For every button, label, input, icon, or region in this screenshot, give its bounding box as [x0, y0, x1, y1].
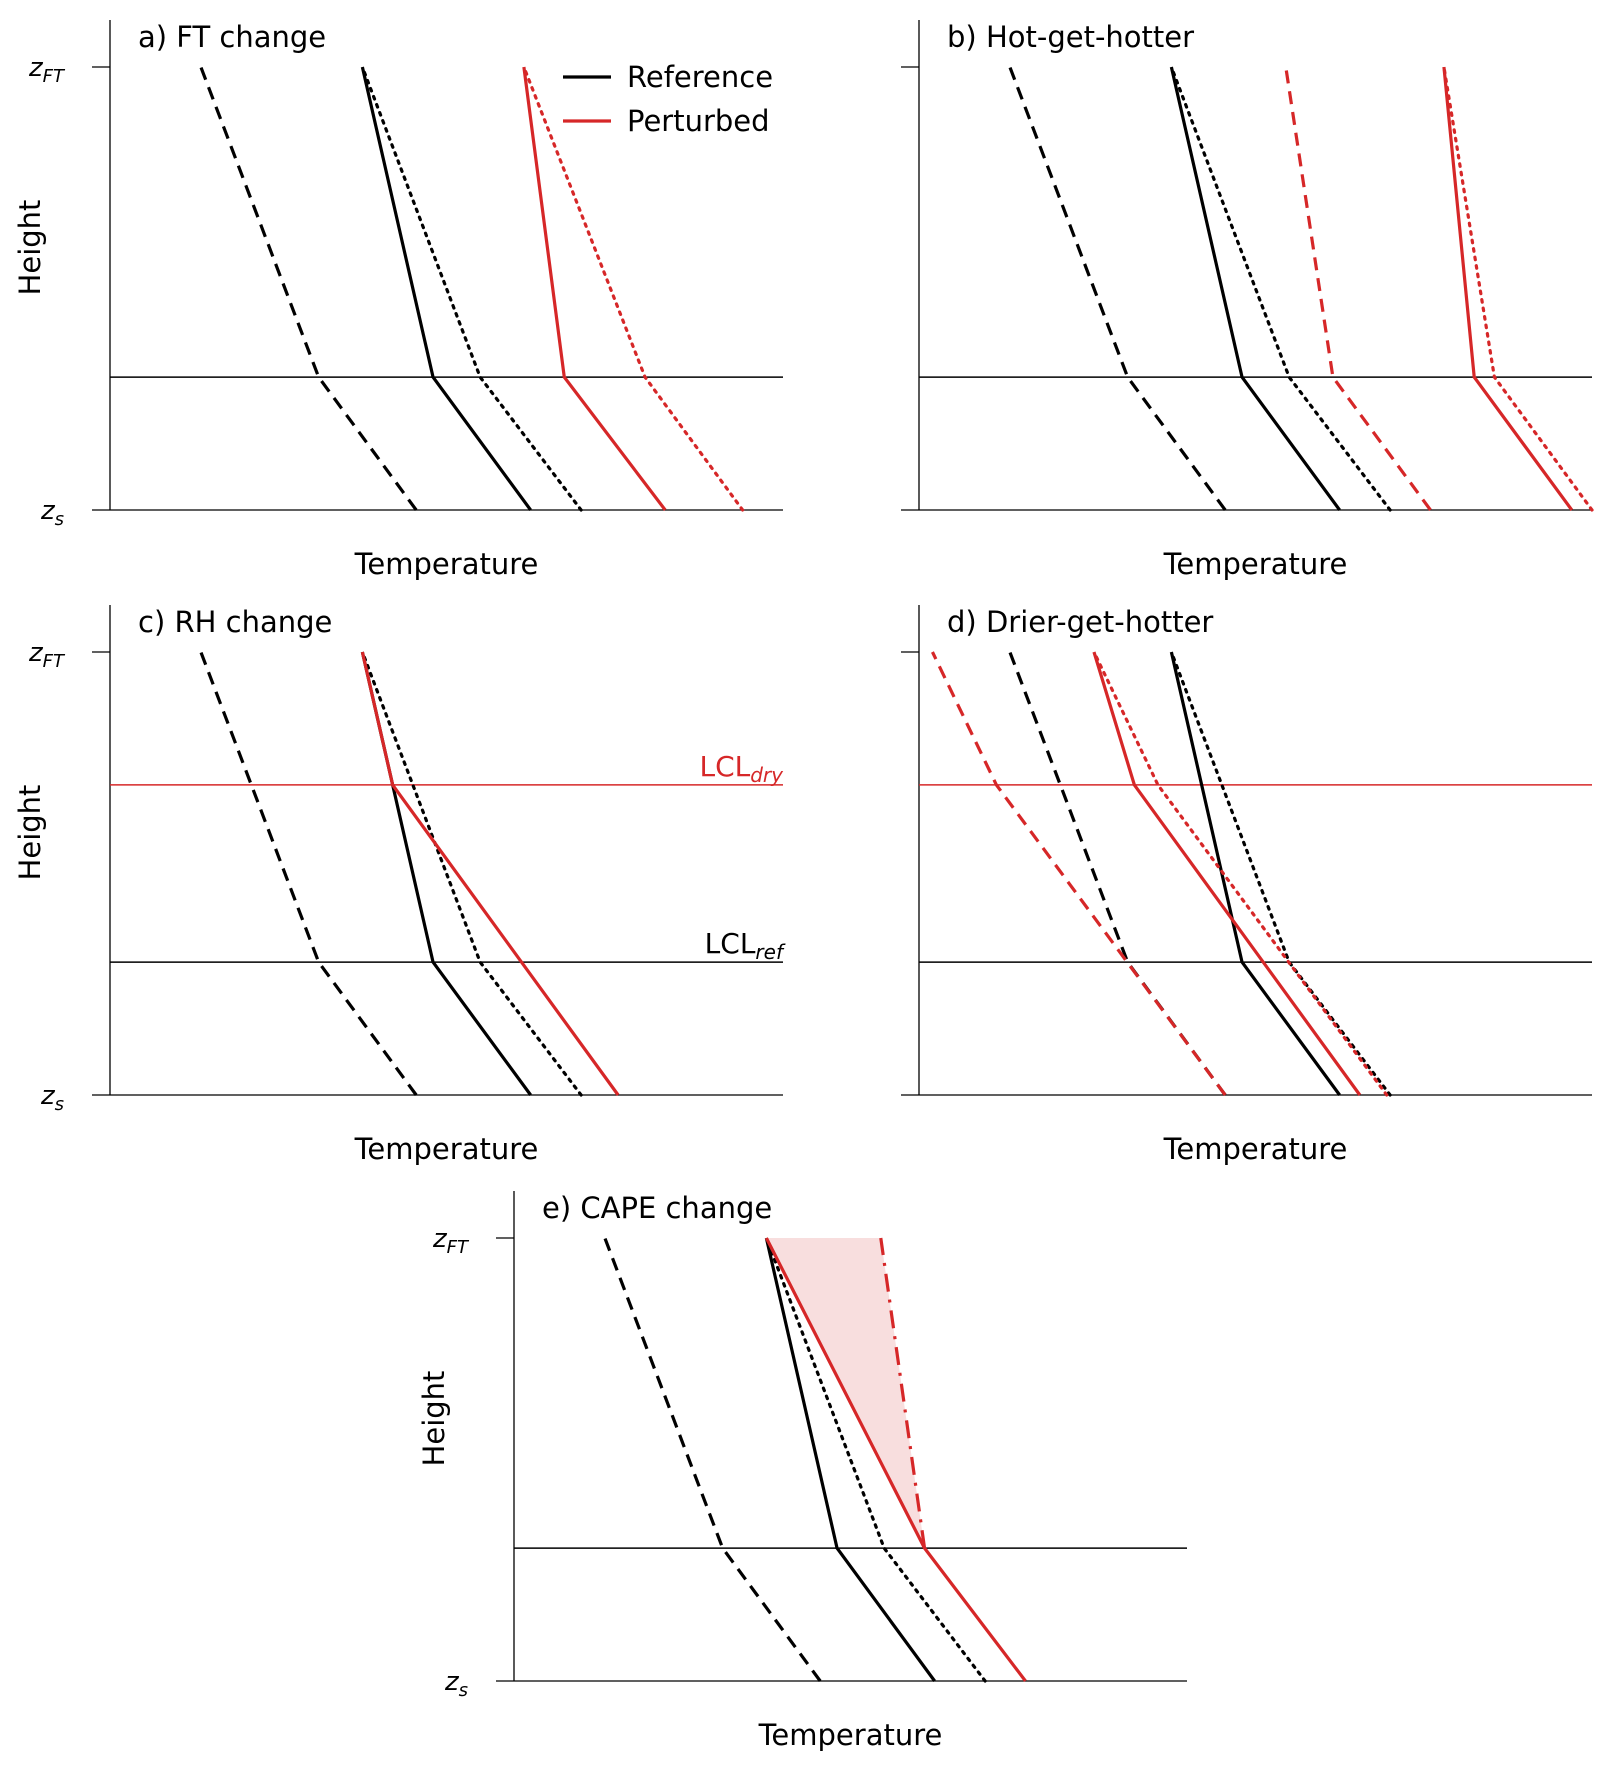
panel-a-title: a) FT change [138, 20, 326, 54]
tick-label-main: z [28, 638, 44, 668]
panel-b-series-perturbed-dotted [1442, 65, 1594, 512]
tick-label-sub: s [55, 509, 64, 530]
tick-label-sub: s [459, 1680, 468, 1701]
panel-a-series-reference-solid [360, 66, 532, 511]
panel-a-series-perturbed-solid [522, 66, 667, 511]
panel-c-lcl-label: LCLdry [699, 750, 784, 787]
panel-d-series-perturbed-dashed [931, 651, 1227, 1096]
panel-d-series-perturbed-solid [1092, 651, 1362, 1096]
lcl-label-main: LCL [699, 750, 750, 783]
panel-b-series-reference-dotted [1169, 65, 1392, 512]
tick-label-main: z [28, 53, 44, 83]
panel-b-title: b) Hot-get-hotter [947, 20, 1194, 54]
tick-label-main: z [432, 1224, 448, 1254]
panel-b-series-reference-solid [1169, 66, 1341, 511]
panel-a-x-label: Temperature [354, 547, 539, 581]
panel-e-series-reference-dotted [764, 1236, 987, 1683]
panel-c-series-reference-dotted [360, 650, 583, 1097]
panel-d-series-reference-solid [1169, 651, 1341, 1096]
tick-label-main: z [444, 1667, 460, 1697]
panel-d: d) Drier-get-hotter Temperature [901, 605, 1592, 1166]
panel-c-y-tick-label: zs [40, 1081, 64, 1115]
tick-label-sub: FT [447, 1237, 470, 1258]
panel-c-series-reference-dashed [199, 651, 418, 1096]
panel-a-legend-label: Reference [627, 60, 773, 94]
lcl-label-main: LCL [705, 927, 756, 960]
panel-e-series-perturbed-dashdot [879, 1237, 927, 1549]
panel-a-series-perturbed-dotted [522, 65, 745, 512]
panel-a-series-reference-dotted [360, 65, 583, 512]
panel-a-series-reference-dashed [199, 66, 418, 511]
panel-c-y-tick-label: zFT [28, 638, 66, 672]
panel-d-series-reference-dashed [1008, 651, 1227, 1096]
panel-c-title: c) RH change [138, 605, 332, 639]
panel-c-lcl-label: LCLref [705, 927, 786, 964]
panel-a-y-tick-label: zs [40, 496, 64, 530]
tick-label-main: z [40, 496, 56, 526]
panel-d-series-reference-dotted [1169, 650, 1392, 1097]
panel-d-title: d) Drier-get-hotter [947, 605, 1213, 639]
panel-a-y-tick-label: zFT [28, 53, 66, 87]
panel-e-x-label: Temperature [758, 1718, 943, 1752]
tick-label-sub: s [55, 1094, 64, 1115]
tick-label-sub: FT [43, 651, 66, 672]
panel-c-x-label: Temperature [354, 1132, 539, 1166]
panel-e-series-reference-solid [764, 1237, 936, 1682]
panel-d-series-perturbed-dotted [1092, 650, 1389, 1097]
panel-b-series-perturbed-dashed [1284, 66, 1432, 511]
panel-c-series-perturbed-solid [360, 651, 620, 1096]
tick-label-sub: FT [43, 66, 66, 87]
panel-d-x-label: Temperature [1163, 1132, 1348, 1166]
lcl-label-sub: ref [755, 940, 786, 964]
panel-a-legend-label: Perturbed [627, 104, 770, 138]
panel-e-y-tick-label: zFT [432, 1224, 470, 1258]
panel-e-y-tick-label: zs [444, 1667, 468, 1701]
tick-label-main: z [40, 1081, 56, 1111]
panel-b-series-perturbed-solid [1442, 66, 1574, 511]
panel-a-y-label: Height [13, 200, 47, 296]
panel-e-y-label: Height [417, 1371, 451, 1467]
panel-e-title: e) CAPE change [542, 1191, 772, 1225]
panel-e-series-reference-dashed [603, 1237, 822, 1682]
panel-b: b) Hot-get-hotter Temperature [901, 20, 1594, 581]
panel-b-x-label: Temperature [1163, 547, 1348, 581]
lcl-label-sub: dry [750, 763, 784, 787]
panel-b-series-reference-dashed [1008, 66, 1227, 511]
panel-c-y-label: Height [13, 785, 47, 881]
